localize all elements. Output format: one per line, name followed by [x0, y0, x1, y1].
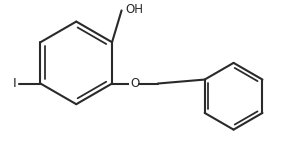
Text: OH: OH [125, 3, 143, 16]
Text: I: I [13, 77, 16, 90]
Text: O: O [130, 77, 140, 90]
